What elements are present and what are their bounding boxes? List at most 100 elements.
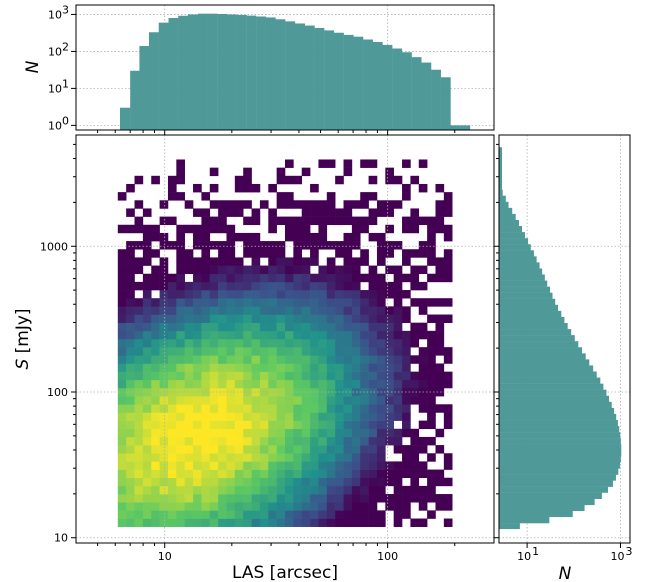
heatmap-cell xyxy=(285,339,294,348)
right-histogram-bar xyxy=(499,323,568,330)
heatmap-cell xyxy=(126,355,135,364)
heatmap-cell xyxy=(259,371,269,381)
heatmap-cell xyxy=(176,379,185,389)
heatmap-cell xyxy=(435,371,445,381)
heatmap-cell xyxy=(201,224,211,234)
heatmap-cell xyxy=(318,224,328,234)
heatmap-cell xyxy=(368,192,378,201)
right-histogram-xlabel: N xyxy=(559,564,572,582)
heatmap-cell xyxy=(234,183,244,193)
top-histogram-bar xyxy=(382,44,393,130)
heatmap-cell xyxy=(126,371,135,381)
heatmap-cell xyxy=(134,257,144,266)
heatmap-cell xyxy=(218,502,227,511)
heatmap-cell xyxy=(209,216,219,226)
heatmap-cell xyxy=(310,404,319,413)
heatmap-cell xyxy=(126,257,135,266)
heatmap-cell xyxy=(218,200,227,209)
heatmap-cell xyxy=(193,445,202,454)
heatmap-cell xyxy=(126,461,135,470)
heatmap-cell xyxy=(376,371,386,381)
heatmap-cell xyxy=(117,420,127,430)
heatmap-cell xyxy=(151,322,160,332)
top-histogram-bar xyxy=(168,18,179,130)
heatmap-cell xyxy=(184,322,194,332)
heatmap-cell xyxy=(443,461,453,470)
heatmap-cell xyxy=(326,510,336,519)
main-heatmap-frame xyxy=(75,134,495,544)
heatmap-cell xyxy=(393,404,403,413)
heatmap-cell xyxy=(402,290,411,299)
heatmap-cell xyxy=(268,469,277,479)
heatmap-cell xyxy=(268,428,277,438)
heatmap-cell xyxy=(268,273,277,283)
heatmap-cell xyxy=(418,396,428,405)
heatmap-cell xyxy=(184,412,194,421)
heatmap-cell xyxy=(151,265,160,275)
heatmap-cell xyxy=(301,420,311,430)
heatmap-cell xyxy=(117,339,127,348)
heatmap-cell xyxy=(184,200,194,209)
heatmap-cell xyxy=(259,200,269,209)
heatmap-cell xyxy=(360,355,369,364)
heatmap-cell xyxy=(117,502,127,511)
heatmap-cell xyxy=(201,510,211,519)
heatmap-cell xyxy=(268,396,277,405)
heatmap-cell xyxy=(326,290,336,299)
heatmap-cell xyxy=(201,208,211,217)
heatmap-cell xyxy=(218,412,227,421)
heatmap-cell xyxy=(376,355,386,364)
heatmap-cell xyxy=(218,477,227,487)
heatmap-cell xyxy=(427,510,436,519)
heatmap-cell xyxy=(276,167,286,177)
heatmap-cell xyxy=(234,265,244,275)
heatmap-cell xyxy=(376,363,386,372)
heatmap-cell xyxy=(326,412,336,421)
heatmap-cell xyxy=(360,371,369,381)
heatmap-cell xyxy=(335,175,344,185)
heatmap-cell xyxy=(301,379,311,389)
heatmap-cell xyxy=(243,355,252,364)
heatmap-cell xyxy=(343,290,353,299)
heatmap-cell xyxy=(427,412,436,421)
heatmap-cell xyxy=(243,241,252,250)
heatmap-cell xyxy=(126,363,135,372)
heatmap-cell xyxy=(310,485,319,495)
heatmap-cell xyxy=(310,494,319,503)
heatmap-cell xyxy=(159,216,169,226)
right-histogram-bar xyxy=(499,268,543,275)
heatmap-cell xyxy=(126,485,135,495)
heatmap-cell xyxy=(435,224,445,234)
heatmap-cell xyxy=(159,371,169,381)
heatmap-cell xyxy=(285,224,294,234)
heatmap-cell xyxy=(435,298,445,307)
heatmap-cell xyxy=(226,290,236,299)
heatmap-cell xyxy=(376,200,386,209)
heatmap-cell xyxy=(193,412,202,421)
heatmap-cell xyxy=(142,485,152,495)
heatmap-cell xyxy=(226,330,236,340)
heatmap-cell xyxy=(176,232,185,242)
heatmap-cell xyxy=(234,436,244,446)
heatmap-cell xyxy=(351,379,361,389)
heatmap-cell xyxy=(226,339,236,348)
top-histogram-bar xyxy=(314,27,325,131)
heatmap-cell xyxy=(343,518,353,527)
heatmap-cell xyxy=(159,241,169,250)
heatmap-cell xyxy=(159,412,169,421)
heatmap-cell xyxy=(418,281,428,291)
heatmap-cell xyxy=(418,469,428,479)
heatmap-cell xyxy=(243,396,252,405)
heatmap-cell xyxy=(268,281,277,291)
heatmap-cell xyxy=(310,363,319,372)
heatmap-cell xyxy=(326,379,336,389)
top-histogram-ylabel: N xyxy=(23,60,43,73)
heatmap-cell xyxy=(243,314,252,323)
heatmap-cell xyxy=(393,371,403,381)
heatmap-cell xyxy=(226,347,236,356)
heatmap-cell xyxy=(201,502,211,511)
heatmap-cell xyxy=(176,192,185,201)
heatmap-cell xyxy=(301,396,311,405)
heatmap-cell xyxy=(151,485,160,495)
